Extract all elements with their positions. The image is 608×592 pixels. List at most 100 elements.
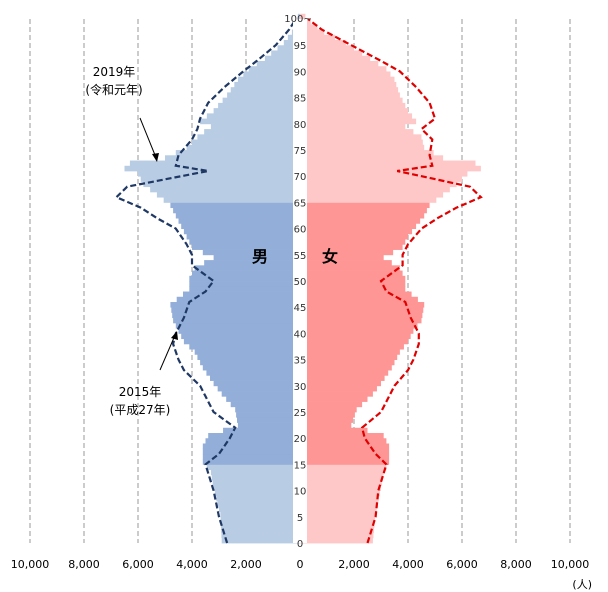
bar-male: [221, 537, 300, 544]
bar-male: [181, 223, 300, 229]
bar-male: [237, 417, 300, 423]
x-tick-label: 4,000: [392, 558, 424, 571]
bar-male: [181, 333, 300, 340]
bar-female: [300, 474, 383, 481]
bar-female: [300, 312, 423, 319]
bar-female: [300, 296, 418, 303]
bar-male: [218, 102, 300, 109]
x-tick-label: 8,000: [500, 558, 532, 571]
bar-female: [300, 40, 346, 46]
bar-female: [300, 270, 403, 277]
age-tick-label: 90: [294, 67, 307, 78]
bar-male: [206, 370, 300, 376]
bar-female: [300, 260, 392, 266]
age-tick-label: 35: [294, 356, 307, 367]
bar-female: [300, 527, 374, 533]
bar-male: [189, 239, 300, 245]
bar-female: [300, 129, 414, 135]
bar-female: [300, 29, 325, 36]
bar-male: [194, 349, 300, 355]
x-tick-label: 6,000: [122, 558, 154, 571]
bar-female: [300, 123, 406, 130]
bar-male: [165, 155, 300, 161]
bar-male: [192, 244, 300, 250]
bar-male: [202, 249, 300, 256]
bar-female: [300, 333, 411, 340]
line-male-2015: [114, 18, 297, 544]
bar-male: [206, 113, 300, 119]
bar-male: [197, 134, 300, 140]
bar-female: [300, 197, 437, 203]
age-tick-label: 15: [294, 460, 307, 471]
male-label: 男: [252, 247, 268, 266]
bar-male: [219, 506, 300, 512]
bar-male: [211, 474, 300, 481]
bar-female: [300, 244, 403, 250]
bar-female: [300, 24, 318, 30]
bar-female: [300, 87, 399, 93]
bar-male: [173, 317, 300, 324]
bar-female: [300, 286, 406, 292]
bar-female: [300, 150, 434, 156]
bar-male: [172, 312, 300, 319]
annotation-2015: 2015年 (平成27年): [110, 331, 178, 417]
bar-female: [300, 134, 422, 140]
annotation-2019-era: (令和元年): [85, 82, 142, 97]
bar-male: [243, 71, 300, 78]
bar-male: [143, 181, 300, 188]
bar-male: [297, 13, 300, 20]
bar-female: [300, 302, 425, 308]
bar-female: [300, 490, 380, 497]
age-tick-label: 50: [294, 277, 307, 288]
bar-male: [204, 129, 300, 135]
bar-female: [300, 354, 398, 360]
bar-male: [189, 343, 300, 350]
bar-male: [236, 412, 300, 418]
bar-male: [138, 171, 300, 177]
bar-male: [264, 55, 300, 62]
x-tick-label: 2,000: [338, 558, 370, 571]
bar-female: [300, 443, 390, 450]
bar-male: [175, 150, 300, 156]
bar-female: [300, 495, 379, 502]
bar-female: [300, 537, 373, 544]
bar-male: [175, 212, 300, 219]
x-tick-label: 10,000: [551, 558, 590, 571]
bar-male: [202, 453, 300, 460]
bar-male: [235, 406, 300, 413]
x-tick-label: 2,000: [230, 558, 262, 571]
bar-male: [208, 433, 300, 439]
bar-female: [300, 155, 444, 161]
bar-male: [237, 76, 300, 83]
bar-male: [192, 270, 300, 277]
bar-male: [124, 165, 300, 172]
age-tick-label: 100~: [284, 14, 311, 25]
bar-female: [300, 401, 363, 408]
bar-female: [300, 480, 382, 486]
age-tick-label: 40: [294, 329, 307, 340]
bar-male: [220, 516, 300, 523]
bar-female: [300, 307, 424, 313]
bar-female: [300, 275, 406, 282]
bar-female: [300, 459, 390, 465]
bar-male: [237, 422, 300, 429]
bar-male: [183, 338, 300, 345]
bar-male: [183, 228, 300, 235]
bar-male: [210, 123, 300, 130]
bar-female: [300, 254, 384, 261]
bar-male: [220, 511, 300, 518]
age-tick-label: 10: [294, 487, 307, 498]
bar-female: [300, 522, 375, 528]
bar-female: [300, 506, 377, 512]
bar-female: [300, 370, 389, 376]
bar-male: [214, 490, 300, 497]
bar-male: [213, 254, 300, 261]
bar-female: [300, 364, 392, 371]
bar-female: [300, 328, 414, 334]
bar-female: [300, 191, 444, 198]
bar-male: [129, 160, 300, 167]
bar-female: [300, 427, 368, 434]
bar-female: [300, 338, 408, 345]
bar-female: [300, 375, 385, 381]
bar-female: [300, 186, 450, 193]
